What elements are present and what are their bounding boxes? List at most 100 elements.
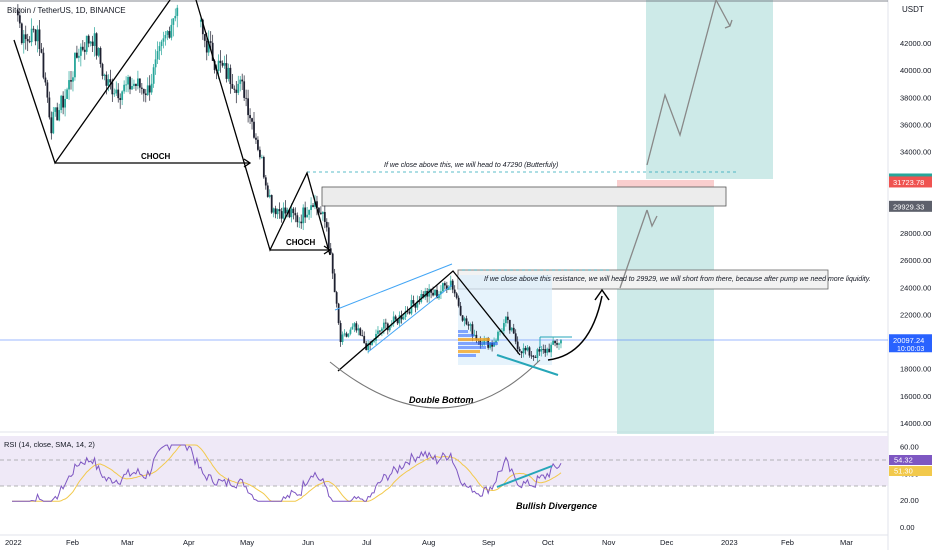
candles [16, 4, 562, 363]
candle-body [442, 283, 444, 292]
candle-body [542, 349, 545, 350]
price-badge [889, 176, 932, 188]
candle-body [351, 326, 354, 330]
candle-body [532, 355, 535, 357]
candle-body [434, 289, 436, 296]
candle-body [320, 212, 322, 214]
candle-body [99, 48, 102, 65]
candle-body [74, 52, 76, 78]
long-target-zone[interactable] [646, 0, 773, 179]
candle-body [349, 329, 352, 334]
candle-body [137, 78, 139, 86]
time-tick-label: Mar [840, 538, 853, 547]
candle-body [22, 34, 25, 44]
candle-body [400, 315, 403, 320]
candle-body [225, 63, 228, 79]
candle-body [270, 195, 273, 213]
time-tick-label: Jun [302, 538, 314, 547]
candle-body [432, 292, 434, 296]
candle-body [514, 333, 517, 342]
candle-body [233, 88, 236, 90]
candle-body [176, 7, 179, 16]
candle-body [548, 348, 551, 353]
candle-body [445, 285, 448, 290]
candle-body [89, 41, 92, 44]
candle-body [540, 349, 543, 352]
candle-body [503, 323, 505, 331]
candle-body [115, 89, 118, 94]
candle-body [97, 48, 100, 56]
price-tick-label: 26000.00 [900, 256, 931, 265]
candle-body [111, 82, 114, 95]
candle-body [203, 34, 206, 41]
price-tick-label: 38000.00 [900, 93, 931, 102]
candle-body [280, 211, 283, 219]
resistance-box[interactable] [321, 186, 727, 207]
candle-body [81, 46, 84, 50]
candle-body [544, 349, 547, 353]
time-tick-label: Oct [542, 538, 555, 547]
candle-body [241, 79, 244, 82]
choch-arrow-1 [243, 158, 252, 168]
time-tick-label: Dec [660, 538, 674, 547]
candle-body [66, 89, 68, 99]
candle-body [461, 315, 464, 321]
candle-body [465, 318, 468, 325]
candle-body [538, 349, 541, 352]
candle-body [530, 355, 533, 357]
candle-body [109, 79, 112, 83]
candle-body [388, 325, 391, 331]
zigzag-middle [195, 0, 331, 256]
candle-body [325, 221, 328, 228]
candle-body [475, 334, 478, 340]
candle-body [510, 327, 513, 331]
candle-body [16, 10, 19, 16]
candle-body [150, 83, 153, 93]
price-divergence-line [496, 354, 559, 376]
projection-arrow-1 [646, 209, 658, 228]
candle-body [85, 35, 88, 52]
price-badge-label: 20097.24 [893, 336, 924, 345]
candle-body [152, 67, 155, 84]
candle-body [217, 60, 220, 71]
rsi-divergence-line [496, 465, 553, 488]
price-badge [889, 334, 932, 353]
candle-body [333, 273, 336, 293]
candle-body [231, 84, 234, 89]
candle-body [495, 340, 497, 343]
candle-body [266, 185, 269, 197]
candle-body [308, 210, 310, 215]
candle-body [119, 98, 122, 100]
candle-body [499, 331, 501, 332]
candle-body [257, 139, 259, 150]
candle-body [296, 215, 299, 223]
rsi-badge-label: 54.32 [894, 456, 913, 465]
candle-body [158, 46, 161, 52]
candle-body [138, 78, 141, 88]
price-axis[interactable]: USDT 42000.00 40000.00 38000.00 36000.00 340… [900, 5, 931, 428]
candle-body [335, 292, 338, 304]
candle-body [483, 338, 486, 345]
candle-body [522, 347, 525, 354]
candle-body [77, 55, 80, 58]
candle-body [34, 29, 37, 42]
resistance-note: If we close above this resistance, we wi… [484, 276, 871, 283]
zigzag-right [337, 270, 521, 372]
time-axis[interactable]: 2022 Feb Mar Apr May Jun Jul Aug Sep Oct Nov Dec 202… [5, 538, 853, 547]
candle-body [418, 301, 421, 303]
candle-body [440, 291, 442, 295]
candle-body [62, 95, 65, 108]
double-bottom-arc [329, 359, 541, 409]
target-zone[interactable] [617, 205, 714, 434]
candle-body [422, 294, 425, 298]
price-tick-label: 36000.00 [900, 120, 931, 129]
candle-body [404, 311, 407, 318]
candle-body [262, 156, 265, 178]
rsi-tick-label: 0.00 [900, 523, 915, 532]
candle-body [290, 208, 293, 218]
candle-body [436, 289, 438, 299]
price-badge-label: 29929.33 [893, 202, 924, 211]
